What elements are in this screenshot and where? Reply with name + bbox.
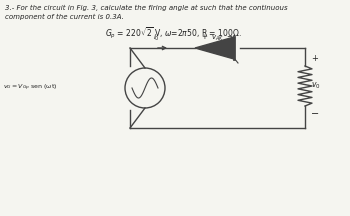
Text: +: + bbox=[311, 54, 318, 63]
Text: $i_0$: $i_0$ bbox=[153, 33, 160, 43]
Text: +  $v_{AK}$  −: + $v_{AK}$ − bbox=[201, 33, 234, 43]
Polygon shape bbox=[195, 37, 234, 59]
Text: $G_p$ = 220$\sqrt{2}$ V, $\omega$=2$\pi$50, R = 100$\Omega$.: $G_p$ = 220$\sqrt{2}$ V, $\omega$=2$\pi$… bbox=[105, 25, 241, 41]
Text: $v_0$: $v_0$ bbox=[311, 81, 321, 91]
Text: 3.- For the circuit in Fig. 3, calculate the firing angle at such that the conti: 3.- For the circuit in Fig. 3, calculate… bbox=[5, 5, 288, 11]
Text: component of the current is 0.3A.: component of the current is 0.3A. bbox=[5, 14, 124, 20]
Text: $v_G = V_{Gp}$ sen (ωt): $v_G = V_{Gp}$ sen (ωt) bbox=[3, 83, 57, 93]
Text: −: − bbox=[311, 109, 319, 119]
